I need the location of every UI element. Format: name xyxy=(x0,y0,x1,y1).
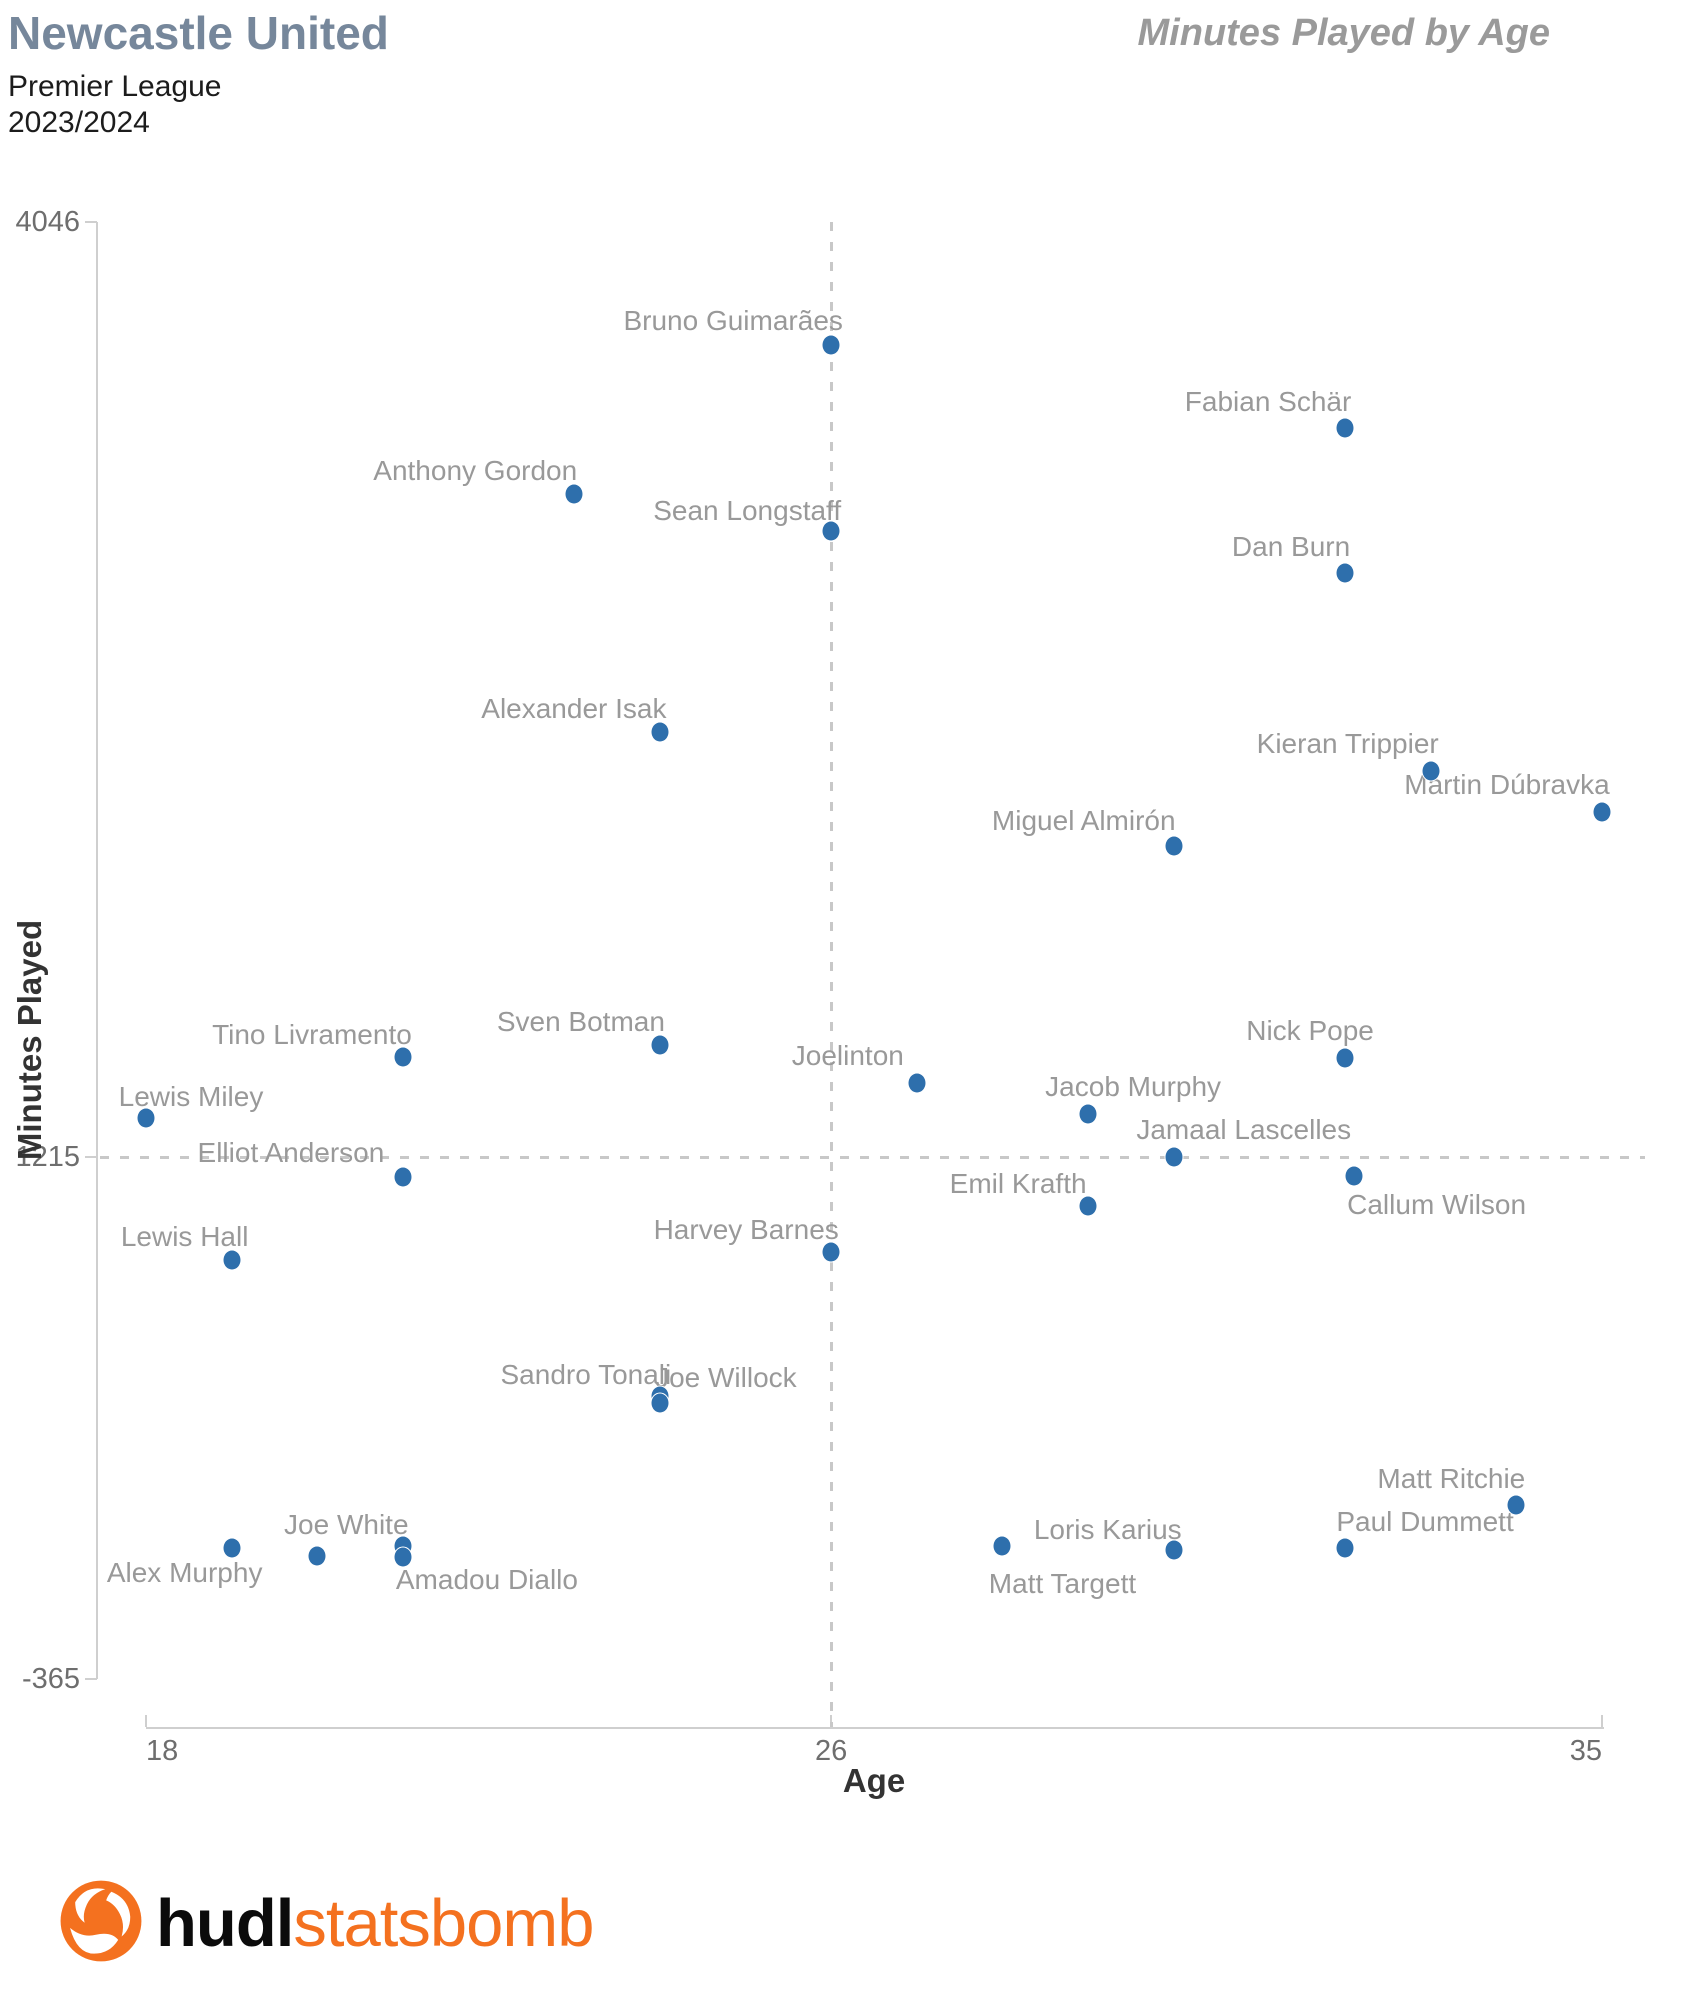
point-label: Kieran Trippier xyxy=(1256,727,1439,759)
data-point xyxy=(650,721,670,743)
brand-footer: hudl statsbomb xyxy=(58,1878,595,1969)
data-point xyxy=(1164,835,1184,857)
point-label: Lewis Miley xyxy=(118,1081,264,1113)
data-point xyxy=(393,1546,413,1568)
brand-statsbomb: statsbomb xyxy=(293,1886,594,1961)
point-label: Lewis Hall xyxy=(120,1221,249,1253)
point-label: Dan Burn xyxy=(1231,530,1351,562)
x-tick-label: 26 xyxy=(815,1735,848,1767)
point-label: Alexander Isak xyxy=(481,692,667,724)
y-tick-mark xyxy=(85,1677,97,1680)
data-point xyxy=(1164,1539,1184,1561)
data-point xyxy=(1592,801,1612,823)
page-title: Newcastle United xyxy=(8,7,389,59)
point-label: Joelinton xyxy=(791,1040,904,1072)
point-label: Paul Dummett xyxy=(1336,1506,1514,1538)
point-label: Tino Livramento xyxy=(212,1018,412,1050)
point-label: Elliot Anderson xyxy=(197,1137,385,1169)
league-subtitle: Premier League xyxy=(8,70,222,103)
x-tick-mark xyxy=(145,1715,147,1727)
x-tick-label: 18 xyxy=(146,1735,179,1767)
point-label: Joe Willock xyxy=(655,1362,797,1394)
point-label: Harvey Barnes xyxy=(653,1214,839,1246)
data-point xyxy=(1335,1537,1355,1559)
chart-title: Minutes Played by Age xyxy=(1137,12,1550,54)
data-point xyxy=(1335,1047,1355,1069)
data-point xyxy=(821,1241,841,1263)
data-point xyxy=(1506,1494,1526,1516)
data-point xyxy=(1344,1165,1364,1187)
y-tick-mark xyxy=(85,221,97,224)
data-point xyxy=(393,1166,413,1188)
mean-minutes-dashed-line xyxy=(100,1156,1645,1159)
point-label: Alex Murphy xyxy=(106,1557,263,1589)
point-label: Anthony Gordon xyxy=(373,454,578,486)
point-label: Loris Karius xyxy=(1033,1513,1182,1545)
data-point xyxy=(564,483,584,505)
x-axis-title: Age xyxy=(842,1762,906,1799)
y-axis-line xyxy=(96,222,98,1679)
point-label: Matt Targett xyxy=(988,1568,1137,1600)
data-point xyxy=(650,1392,670,1414)
data-point xyxy=(136,1107,156,1129)
y-axis-title: Minutes Played xyxy=(11,919,48,1161)
point-label: Sean Longstaff xyxy=(653,494,842,526)
y-tick-label: 1215 xyxy=(15,1141,80,1173)
data-point xyxy=(1335,417,1355,439)
point-label: Nick Pope xyxy=(1246,1014,1374,1046)
point-label: Amadou Diallo xyxy=(395,1564,578,1596)
data-point xyxy=(1421,760,1441,782)
point-label: Jacob Murphy xyxy=(1045,1071,1222,1103)
point-label: Sandro Tonali xyxy=(500,1359,672,1391)
y-tick-label: 4046 xyxy=(15,206,80,239)
point-label: Fabian Schär xyxy=(1184,385,1352,417)
x-tick-label: 35 xyxy=(1569,1735,1602,1767)
data-point xyxy=(821,334,841,356)
mean-age-dashed-line xyxy=(830,222,834,1727)
y-tick-mark xyxy=(85,1156,97,1158)
data-point xyxy=(650,1034,670,1056)
point-label: Miguel Almirón xyxy=(991,804,1176,836)
y-tick-label: -365 xyxy=(21,1662,80,1695)
data-point xyxy=(1078,1195,1098,1217)
point-label: Sven Botman xyxy=(496,1006,665,1038)
point-label: Jamaal Lascelles xyxy=(1136,1114,1352,1145)
x-axis-line xyxy=(146,1727,1604,1729)
x-tick-mark xyxy=(1600,1715,1603,1727)
data-point xyxy=(1164,1146,1184,1168)
point-label: Matt Ritchie xyxy=(1377,1463,1526,1495)
point-label: Emil Krafth xyxy=(949,1167,1087,1199)
brand-hudl: hudl xyxy=(156,1886,294,1961)
data-point xyxy=(222,1249,242,1271)
data-point xyxy=(222,1537,242,1559)
hudl-logo-icon xyxy=(58,1878,144,1969)
data-point xyxy=(821,520,841,542)
data-point xyxy=(1078,1103,1098,1125)
point-label: Bruno Guimarães xyxy=(623,304,843,336)
data-point xyxy=(307,1545,327,1567)
point-label: Callum Wilson xyxy=(1347,1189,1527,1221)
data-point xyxy=(1335,562,1355,584)
season-subtitle: 2023/2024 xyxy=(8,106,150,139)
data-point xyxy=(992,1535,1012,1557)
point-label: Joe White xyxy=(284,1509,409,1541)
data-point xyxy=(393,1046,413,1068)
data-point xyxy=(907,1072,927,1094)
